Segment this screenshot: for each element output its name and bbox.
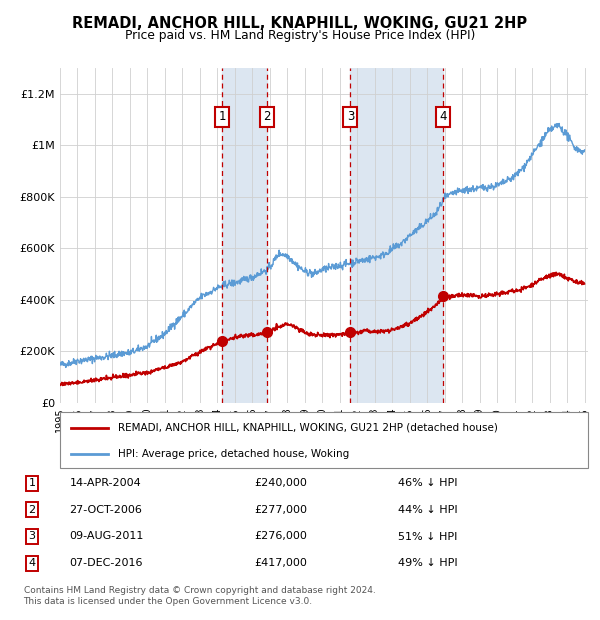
Text: 1: 1 xyxy=(218,110,226,123)
FancyBboxPatch shape xyxy=(60,412,588,468)
Text: Price paid vs. HM Land Registry's House Price Index (HPI): Price paid vs. HM Land Registry's House … xyxy=(125,29,475,42)
Text: 46% ↓ HPI: 46% ↓ HPI xyxy=(398,478,457,488)
Bar xyxy=(222,68,266,403)
Text: 2: 2 xyxy=(263,110,271,123)
Text: £240,000: £240,000 xyxy=(254,478,307,488)
Text: HPI: Average price, detached house, Woking: HPI: Average price, detached house, Woki… xyxy=(118,449,349,459)
Bar xyxy=(350,68,443,403)
Text: 1: 1 xyxy=(29,478,35,488)
Text: 4: 4 xyxy=(440,110,447,123)
Text: £277,000: £277,000 xyxy=(254,505,307,515)
Text: 09-AUG-2011: 09-AUG-2011 xyxy=(70,531,144,541)
Text: 27-OCT-2006: 27-OCT-2006 xyxy=(70,505,142,515)
Text: 4: 4 xyxy=(29,558,36,568)
Text: £417,000: £417,000 xyxy=(254,558,307,568)
Text: 07-DEC-2016: 07-DEC-2016 xyxy=(70,558,143,568)
Text: 2: 2 xyxy=(29,505,36,515)
Text: £276,000: £276,000 xyxy=(254,531,307,541)
Text: 14-APR-2004: 14-APR-2004 xyxy=(70,478,142,488)
Text: 3: 3 xyxy=(347,110,354,123)
Text: 44% ↓ HPI: 44% ↓ HPI xyxy=(398,505,458,515)
Text: REMADI, ANCHOR HILL, KNAPHILL, WOKING, GU21 2HP: REMADI, ANCHOR HILL, KNAPHILL, WOKING, G… xyxy=(73,16,527,30)
Text: 51% ↓ HPI: 51% ↓ HPI xyxy=(398,531,457,541)
Text: 3: 3 xyxy=(29,531,35,541)
Text: REMADI, ANCHOR HILL, KNAPHILL, WOKING, GU21 2HP (detached house): REMADI, ANCHOR HILL, KNAPHILL, WOKING, G… xyxy=(118,423,498,433)
Text: 49% ↓ HPI: 49% ↓ HPI xyxy=(398,558,458,568)
Text: Contains HM Land Registry data © Crown copyright and database right 2024.
This d: Contains HM Land Registry data © Crown c… xyxy=(23,586,375,606)
